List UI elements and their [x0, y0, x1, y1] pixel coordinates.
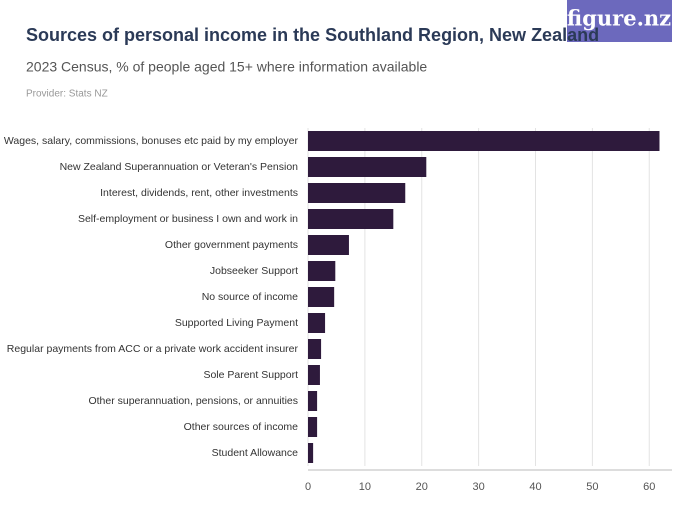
- x-tick-label: 10: [359, 481, 371, 493]
- y-tick-label: Jobseeker Support: [210, 265, 298, 277]
- y-tick-label: Wages, salary, commissions, bonuses etc …: [4, 135, 299, 147]
- bar: [308, 365, 320, 385]
- x-tick-label: 20: [416, 481, 428, 493]
- x-tick-label: 0: [305, 481, 311, 493]
- logo: figure.nz: [567, 6, 671, 31]
- source: Provider: Stats NZ: [26, 89, 108, 100]
- chart-subtitle: 2023 Census, % of people aged 15+ where …: [26, 59, 427, 75]
- chart-title: Sources of personal income in the Southl…: [26, 25, 599, 45]
- bar: [308, 313, 326, 333]
- logo-box: [567, 0, 672, 42]
- y-tick-label: No source of income: [202, 291, 298, 303]
- x-tick-label: 40: [529, 481, 541, 493]
- y-tick-label: Other sources of income: [184, 421, 299, 433]
- y-tick-label: Regular payments from ACC or a private w…: [7, 343, 299, 355]
- bar: [308, 235, 349, 255]
- y-tick-label: Supported Living Payment: [175, 317, 298, 329]
- y-tick-label: Interest, dividends, rent, other investm…: [100, 187, 298, 199]
- bar: [308, 131, 660, 151]
- x-tick-label: 30: [473, 481, 485, 493]
- y-tick-label: Self-employment or business I own and wo…: [78, 213, 298, 225]
- bar: [308, 209, 394, 229]
- y-tick-label: New Zealand Superannuation or Veteran's …: [60, 161, 299, 173]
- y-tick-label: Other superannuation, pensions, or annui…: [88, 395, 298, 407]
- y-tick-label: Other government payments: [165, 239, 298, 251]
- bar: [308, 183, 406, 203]
- y-tick-label: Student Allowance: [212, 447, 299, 459]
- bar: [308, 287, 335, 307]
- bar: [308, 391, 318, 411]
- y-tick-label: Sole Parent Support: [203, 369, 298, 381]
- bar: [308, 339, 322, 359]
- bar: [308, 157, 427, 177]
- x-tick-label: 60: [643, 481, 655, 493]
- bar: [308, 261, 336, 281]
- bar: [308, 417, 318, 437]
- x-tick-label: 50: [586, 481, 598, 493]
- bar: [308, 443, 314, 463]
